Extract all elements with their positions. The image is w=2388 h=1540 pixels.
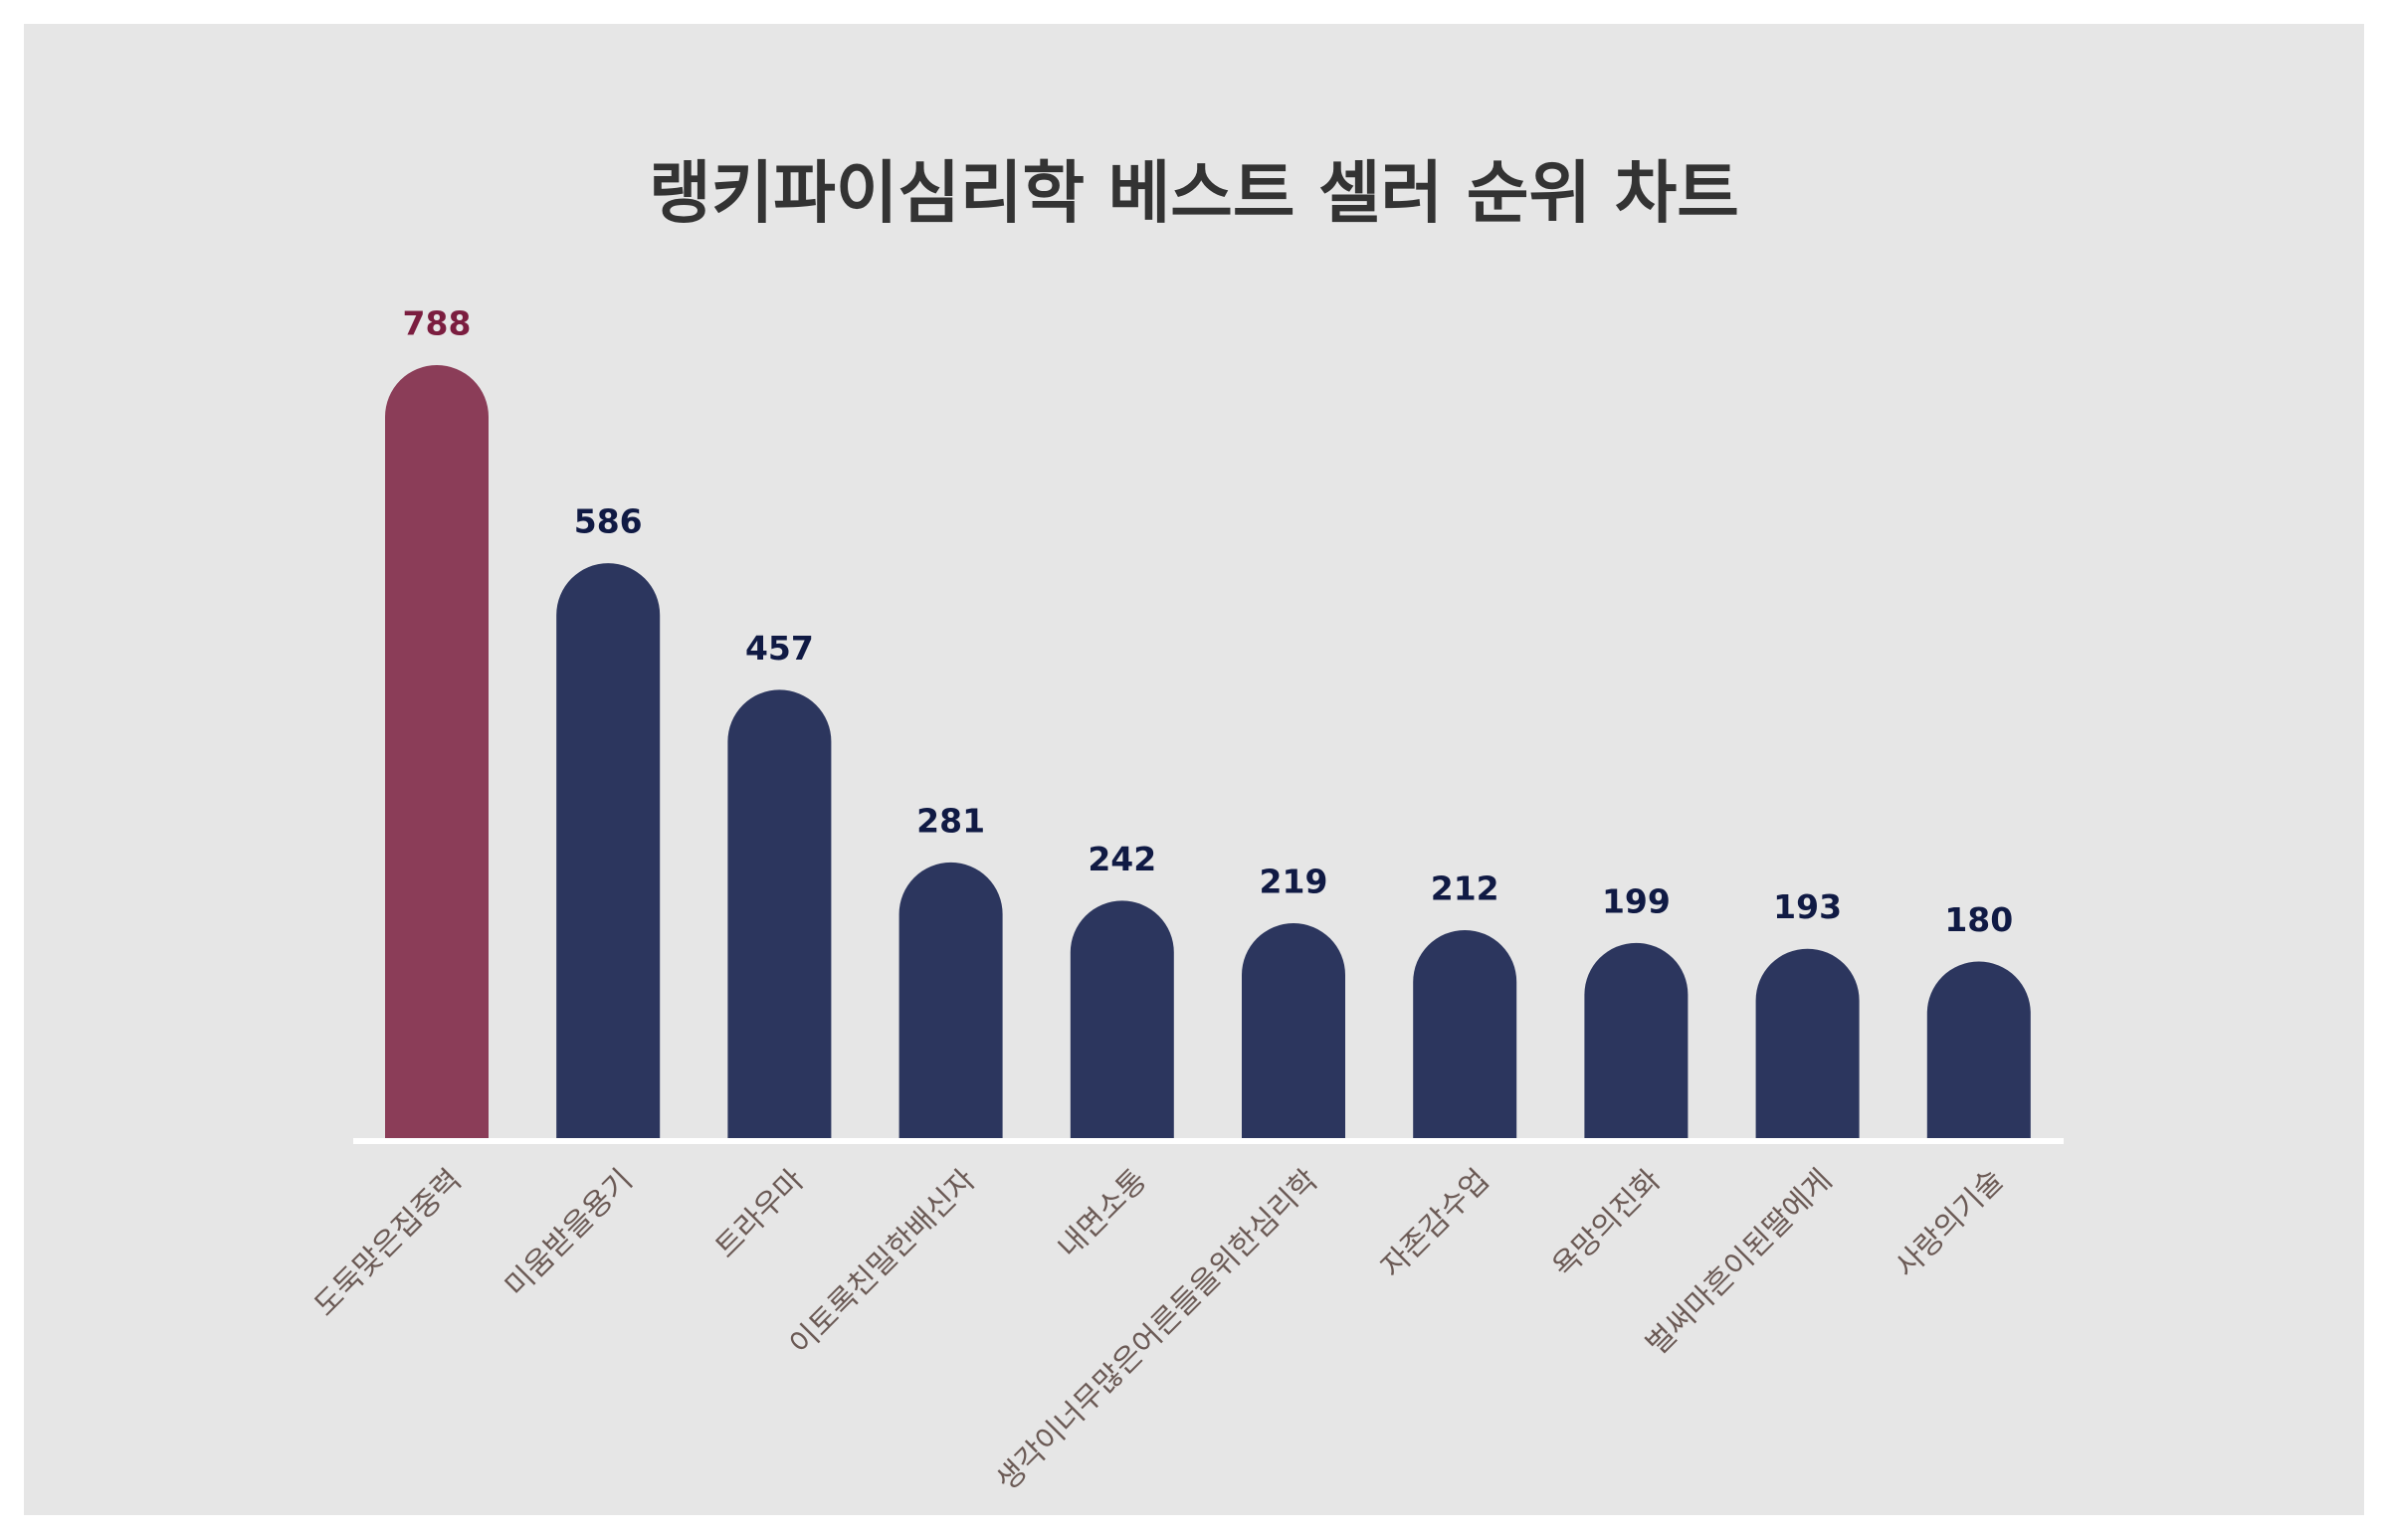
bar bbox=[898, 862, 1003, 1138]
data-label: 281 bbox=[916, 801, 985, 840]
data-label: 457 bbox=[745, 629, 814, 668]
bar bbox=[385, 365, 489, 1138]
bar bbox=[1070, 900, 1174, 1138]
data-label: 212 bbox=[1431, 868, 1499, 907]
data-label: 199 bbox=[1602, 881, 1671, 920]
bar bbox=[1584, 942, 1689, 1138]
data-label: 219 bbox=[1260, 863, 1328, 901]
bar bbox=[1926, 961, 2031, 1138]
bar bbox=[1242, 923, 1345, 1138]
bar bbox=[1755, 948, 1860, 1138]
data-label: 242 bbox=[1088, 840, 1156, 878]
data-label: 586 bbox=[574, 502, 643, 541]
data-label: 180 bbox=[1944, 900, 2013, 939]
bar bbox=[556, 563, 661, 1138]
bar bbox=[727, 689, 832, 1138]
data-label: 788 bbox=[403, 304, 472, 343]
chart-title: 랭키파이심리학 베스트 셀러 순위 차트 bbox=[649, 155, 1739, 234]
data-label: 193 bbox=[1773, 887, 1842, 926]
bar bbox=[1413, 929, 1517, 1138]
